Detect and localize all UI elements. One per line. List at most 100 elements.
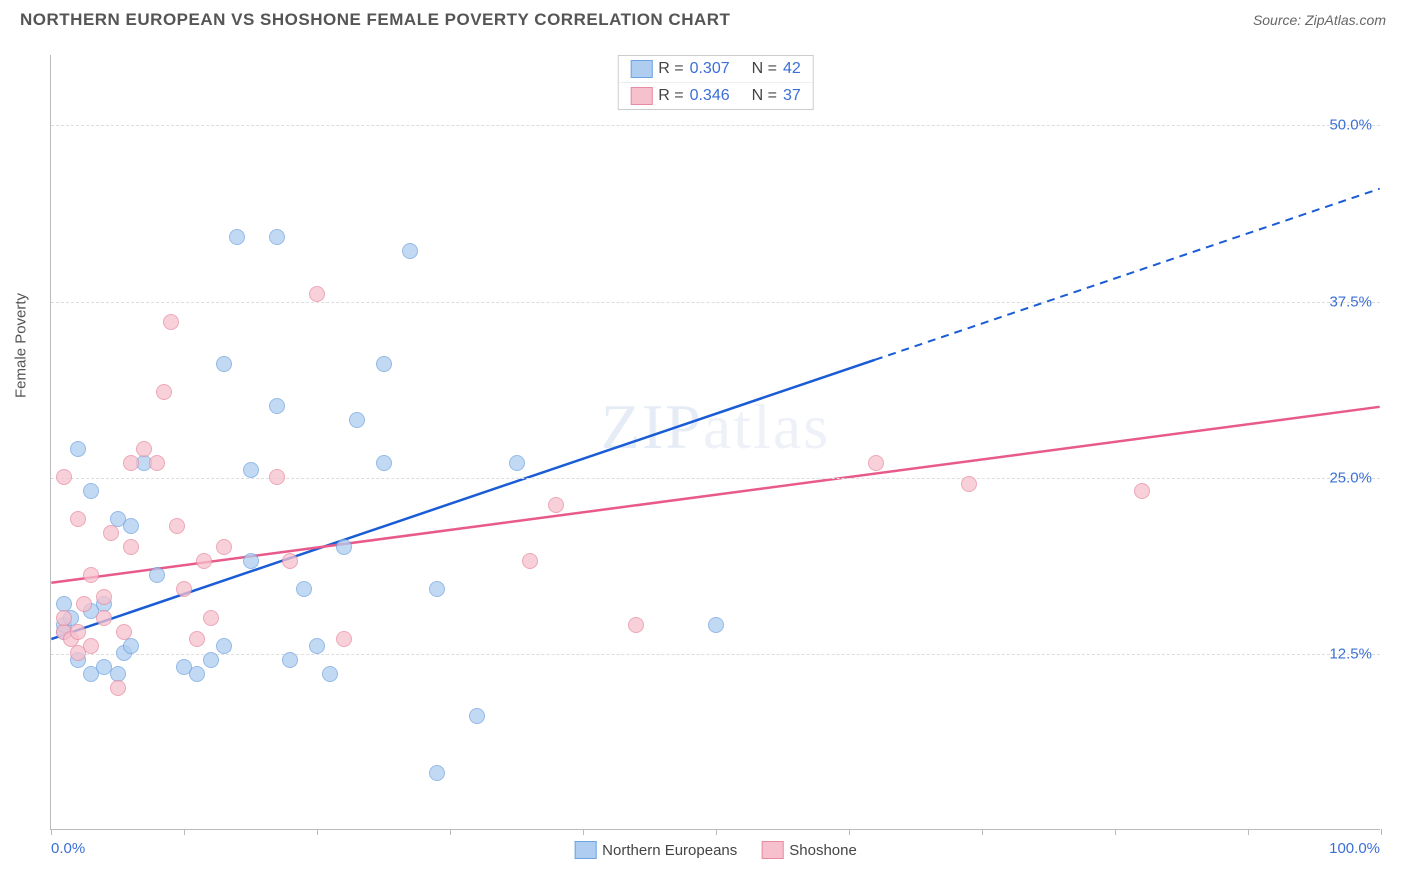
trendline-solid	[51, 360, 875, 639]
n-label: N =	[752, 60, 777, 78]
data-point	[336, 539, 352, 555]
y-tick-label: 50.0%	[1329, 117, 1372, 134]
x-tick	[1248, 829, 1249, 835]
r-value: 0.346	[690, 87, 730, 105]
data-point	[83, 483, 99, 499]
y-axis-label: Female Poverty	[13, 293, 30, 398]
data-point	[70, 441, 86, 457]
legend-swatch	[761, 841, 783, 859]
trendline-dashed	[875, 189, 1380, 360]
chart-title: NORTHERN EUROPEAN VS SHOSHONE FEMALE POV…	[20, 10, 730, 30]
data-point	[136, 441, 152, 457]
data-point	[123, 638, 139, 654]
y-tick-label: 37.5%	[1329, 293, 1372, 310]
data-point	[149, 455, 165, 471]
data-point	[70, 511, 86, 527]
data-point	[103, 525, 119, 541]
data-point	[282, 652, 298, 668]
legend-swatch	[574, 841, 596, 859]
source-value: ZipAtlas.com	[1305, 12, 1386, 28]
data-point	[309, 286, 325, 302]
data-point	[282, 553, 298, 569]
x-tick	[1381, 829, 1382, 835]
data-point	[116, 624, 132, 640]
source-label: Source:	[1253, 12, 1305, 28]
data-point	[349, 412, 365, 428]
data-point	[76, 596, 92, 612]
r-value: 0.307	[690, 60, 730, 78]
x-tick	[450, 829, 451, 835]
data-point	[429, 581, 445, 597]
data-point	[149, 567, 165, 583]
data-point	[548, 497, 564, 513]
data-point	[961, 476, 977, 492]
data-point	[376, 356, 392, 372]
r-label: R =	[658, 60, 683, 78]
data-point	[189, 666, 205, 682]
legend-swatch	[630, 87, 652, 105]
data-point	[156, 384, 172, 400]
data-point	[229, 229, 245, 245]
x-tick	[716, 829, 717, 835]
legend-item: Northern Europeans	[574, 841, 737, 859]
data-point	[376, 455, 392, 471]
data-point	[216, 356, 232, 372]
gridline	[51, 478, 1380, 479]
x-tick	[51, 829, 52, 835]
data-point	[123, 518, 139, 534]
data-point	[243, 553, 259, 569]
data-point	[243, 462, 259, 478]
data-point	[83, 638, 99, 654]
data-point	[169, 518, 185, 534]
x-tick	[1115, 829, 1116, 835]
data-point	[269, 229, 285, 245]
data-point	[469, 708, 485, 724]
data-point	[628, 617, 644, 633]
data-point	[163, 314, 179, 330]
data-point	[708, 617, 724, 633]
n-label: N =	[752, 87, 777, 105]
legend-label: Northern Europeans	[602, 842, 737, 859]
r-label: R =	[658, 87, 683, 105]
data-point	[429, 765, 445, 781]
data-point	[96, 610, 112, 626]
data-point	[56, 610, 72, 626]
scatter-chart: ZIPatlas Female Poverty R =0.307N =42R =…	[50, 55, 1380, 830]
x-axis-min-label: 0.0%	[51, 840, 85, 857]
data-point	[216, 539, 232, 555]
data-point	[269, 398, 285, 414]
trendlines-svg	[51, 55, 1380, 829]
data-point	[322, 666, 338, 682]
legend-swatch	[630, 60, 652, 78]
data-point	[83, 567, 99, 583]
data-point	[309, 638, 325, 654]
data-point	[96, 589, 112, 605]
gridline	[51, 125, 1380, 126]
stats-legend-row: R = 0.346 N = 37	[618, 82, 813, 109]
data-point	[1134, 483, 1150, 499]
data-point	[216, 638, 232, 654]
y-tick-label: 25.0%	[1329, 469, 1372, 486]
x-axis-max-label: 100.0%	[1329, 840, 1380, 857]
data-point	[189, 631, 205, 647]
source-attribution: Source: ZipAtlas.com	[1253, 12, 1386, 28]
data-point	[269, 469, 285, 485]
stats-legend-row: R = 0.307 N = 42	[618, 56, 813, 82]
data-point	[56, 469, 72, 485]
data-point	[868, 455, 884, 471]
data-point	[110, 680, 126, 696]
x-tick	[849, 829, 850, 835]
stats-legend: R = 0.307 N = 42 R = 0.346 N = 37	[617, 55, 814, 110]
x-tick	[583, 829, 584, 835]
data-point	[196, 553, 212, 569]
data-point	[402, 243, 418, 259]
data-point	[123, 539, 139, 555]
chart-header: NORTHERN EUROPEAN VS SHOSHONE FEMALE POV…	[0, 0, 1406, 40]
legend-item: Shoshone	[761, 841, 857, 859]
gridline	[51, 302, 1380, 303]
n-value: 37	[783, 87, 801, 105]
n-value: 42	[783, 60, 801, 78]
series-legend: Northern Europeans Shoshone	[574, 841, 857, 859]
gridline	[51, 654, 1380, 655]
data-point	[296, 581, 312, 597]
